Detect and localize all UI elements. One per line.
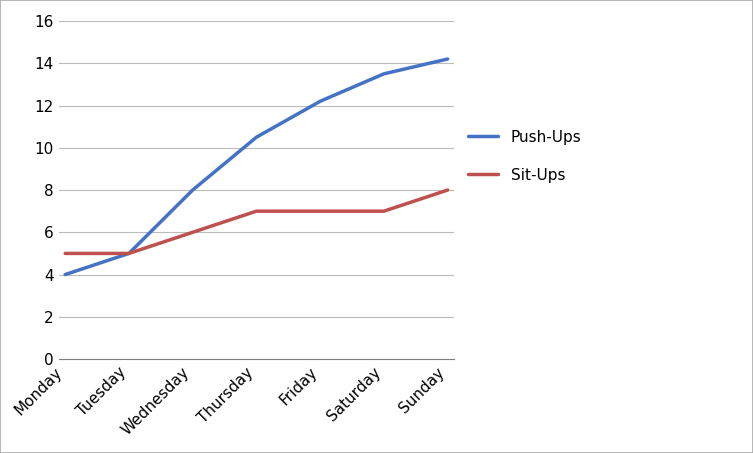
Sit-Ups xyxy=(316,208,325,214)
Sit-Ups xyxy=(252,208,261,214)
Push-Ups xyxy=(61,272,70,277)
Line: Sit-Ups: Sit-Ups xyxy=(66,190,447,253)
Push-Ups xyxy=(252,135,261,140)
Push-Ups xyxy=(443,56,452,62)
Legend: Push-Ups, Sit-Ups: Push-Ups, Sit-Ups xyxy=(462,124,587,189)
Push-Ups xyxy=(316,99,325,104)
Line: Push-Ups: Push-Ups xyxy=(66,59,447,275)
Sit-Ups xyxy=(443,188,452,193)
Push-Ups xyxy=(124,251,133,256)
Sit-Ups xyxy=(188,230,197,235)
Sit-Ups xyxy=(124,251,133,256)
Push-Ups xyxy=(380,71,389,77)
Push-Ups xyxy=(188,188,197,193)
Sit-Ups xyxy=(61,251,70,256)
Sit-Ups xyxy=(380,208,389,214)
